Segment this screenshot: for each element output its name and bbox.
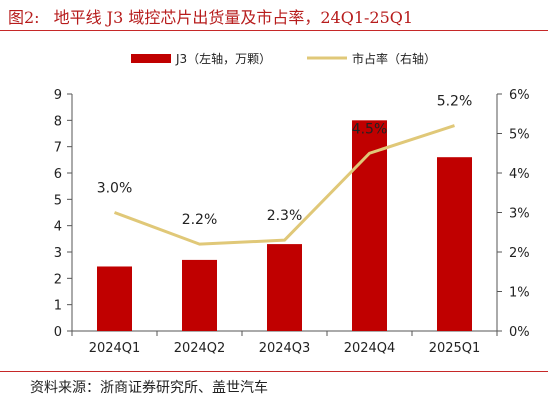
line-data-label: 5.2% [437, 94, 473, 110]
legend-label-bar: J3（左轴，万颗） [175, 51, 271, 66]
line-data-label: 2.2% [182, 212, 218, 228]
y-left-tick-label: 9 [54, 88, 62, 103]
x-tick-label: 2024Q3 [259, 341, 311, 356]
y-right-tick-label: 1% [509, 286, 530, 301]
y-left-tick-label: 0 [54, 325, 62, 340]
y-left-tick-label: 5 [54, 193, 62, 208]
legend-swatch-bar [131, 54, 171, 63]
x-tick-label: 2024Q1 [89, 341, 141, 356]
line-series [113, 124, 455, 246]
y-left-tick-label: 1 [54, 299, 62, 314]
y-left-tick-label: 3 [54, 246, 62, 261]
y-right-tick-label: 0% [509, 325, 530, 340]
source-divider [0, 371, 548, 372]
bar [267, 244, 302, 331]
y-left-tick-label: 7 [54, 141, 62, 156]
bar [97, 266, 132, 331]
source-note: 资料来源：浙商证券研究所、盖世汽车 [30, 380, 268, 396]
y-right-tick-label: 6% [509, 88, 530, 103]
y-right-tick-label: 3% [509, 207, 530, 222]
x-tick-label: 2024Q4 [344, 341, 396, 356]
y-right-tick-label: 2% [509, 246, 530, 261]
y-left-tick-label: 4 [54, 220, 62, 235]
figure-label: 图2: [8, 8, 40, 27]
line-data-label: 4.5% [352, 121, 388, 137]
chart-title: 图2: 地平线 J3 域控芯片出货量及市占率，24Q1-25Q1 [8, 4, 413, 28]
chart-title-text: 地平线 J3 域控芯片出货量及市占率，24Q1-25Q1 [53, 8, 414, 27]
legend-label-line: 市占率（右轴） [352, 51, 436, 66]
bar [352, 120, 387, 331]
bar [182, 259, 217, 331]
line-data-label: 2.3% [267, 208, 303, 224]
title-divider [0, 30, 548, 31]
y-left-tick-label: 8 [54, 114, 62, 129]
y-left-tick-label: 2 [54, 272, 62, 287]
x-tick-label: 2024Q2 [174, 341, 226, 356]
line-data-label: 3.0% [97, 181, 133, 197]
bar [437, 157, 472, 331]
y-right-tick-label: 4% [509, 167, 530, 182]
y-left-tick-label: 6 [54, 167, 62, 182]
y-right-tick-label: 5% [509, 128, 530, 143]
x-tick-label: 2025Q1 [429, 341, 481, 356]
